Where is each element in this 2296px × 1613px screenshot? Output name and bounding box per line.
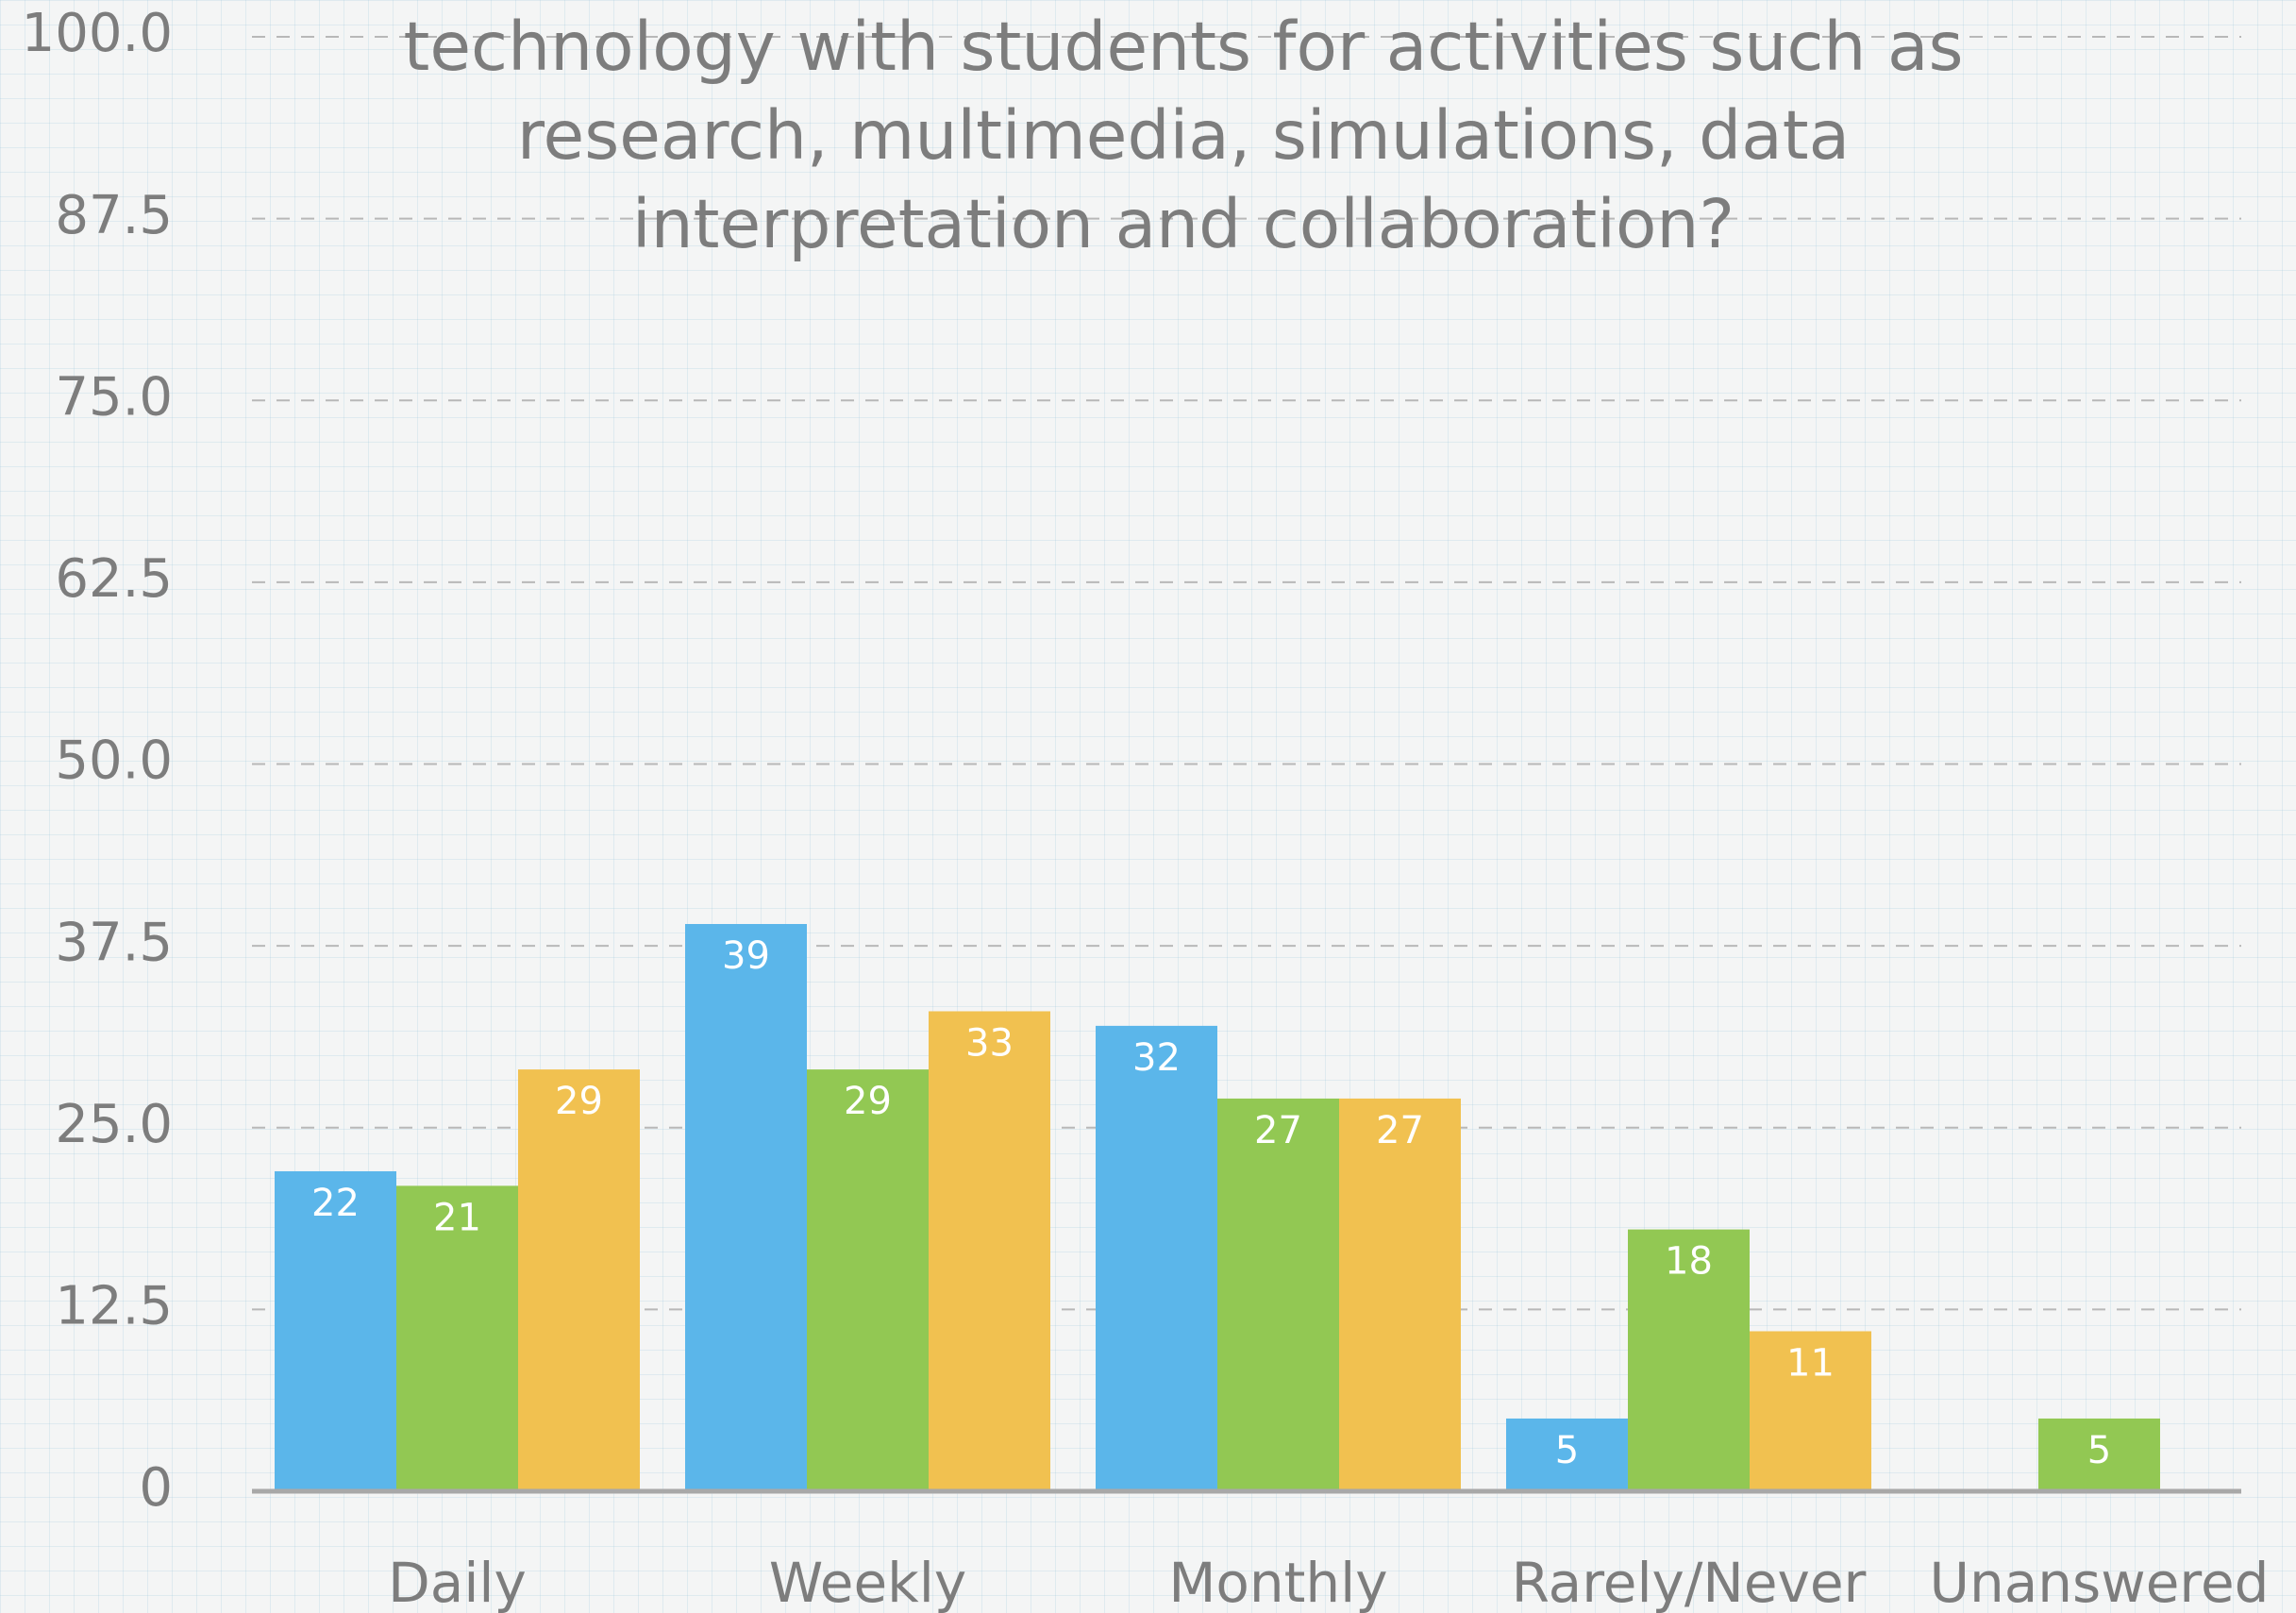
value-label: 29 [844,1080,892,1123]
bar [2038,1418,2160,1491]
bar [518,1069,640,1491]
bar [807,1069,929,1491]
value-label: 5 [1555,1429,1579,1472]
y-tick-label: 100.0 [22,3,173,64]
value-label: 11 [1786,1341,1835,1385]
bar [1096,1025,1217,1491]
y-tick-label: 0 [139,1457,173,1519]
y-tick-label: 50.0 [55,731,173,792]
bar [1750,1331,1871,1491]
value-label: 5 [2087,1429,2111,1472]
bar [1339,1098,1461,1491]
value-label: 18 [1665,1240,1713,1284]
y-tick-label: 37.5 [55,912,173,973]
x-tick-label: Daily [388,1551,527,1613]
x-tick-label: Monthly [1168,1551,1387,1613]
value-label: 29 [555,1080,603,1123]
value-label: 22 [311,1182,360,1225]
x-tick-label: Rarely/Never [1512,1551,1867,1613]
bar [929,1011,1050,1491]
bar [1217,1098,1339,1491]
value-label: 27 [1254,1109,1302,1152]
bar [685,924,807,1491]
value-label: 21 [433,1196,481,1239]
value-label: 27 [1376,1109,1424,1152]
bar [396,1185,518,1491]
bar [1506,1418,1628,1491]
y-tick-label: 62.5 [55,548,173,610]
x-tick-label: Unanswered [1930,1551,2270,1613]
value-label: 32 [1132,1036,1181,1080]
x-tick-label: Weekly [769,1551,966,1613]
y-tick-label: 25.0 [55,1094,173,1155]
value-label: 39 [722,934,770,978]
chart-title: technology with students for activities … [403,8,1964,263]
bar [275,1170,396,1491]
bar [1628,1229,1750,1491]
y-tick-label: 12.5 [55,1276,173,1337]
y-tick-label: 87.5 [55,185,173,246]
value-label: 33 [965,1021,1014,1065]
y-tick-label: 75.0 [55,366,173,428]
